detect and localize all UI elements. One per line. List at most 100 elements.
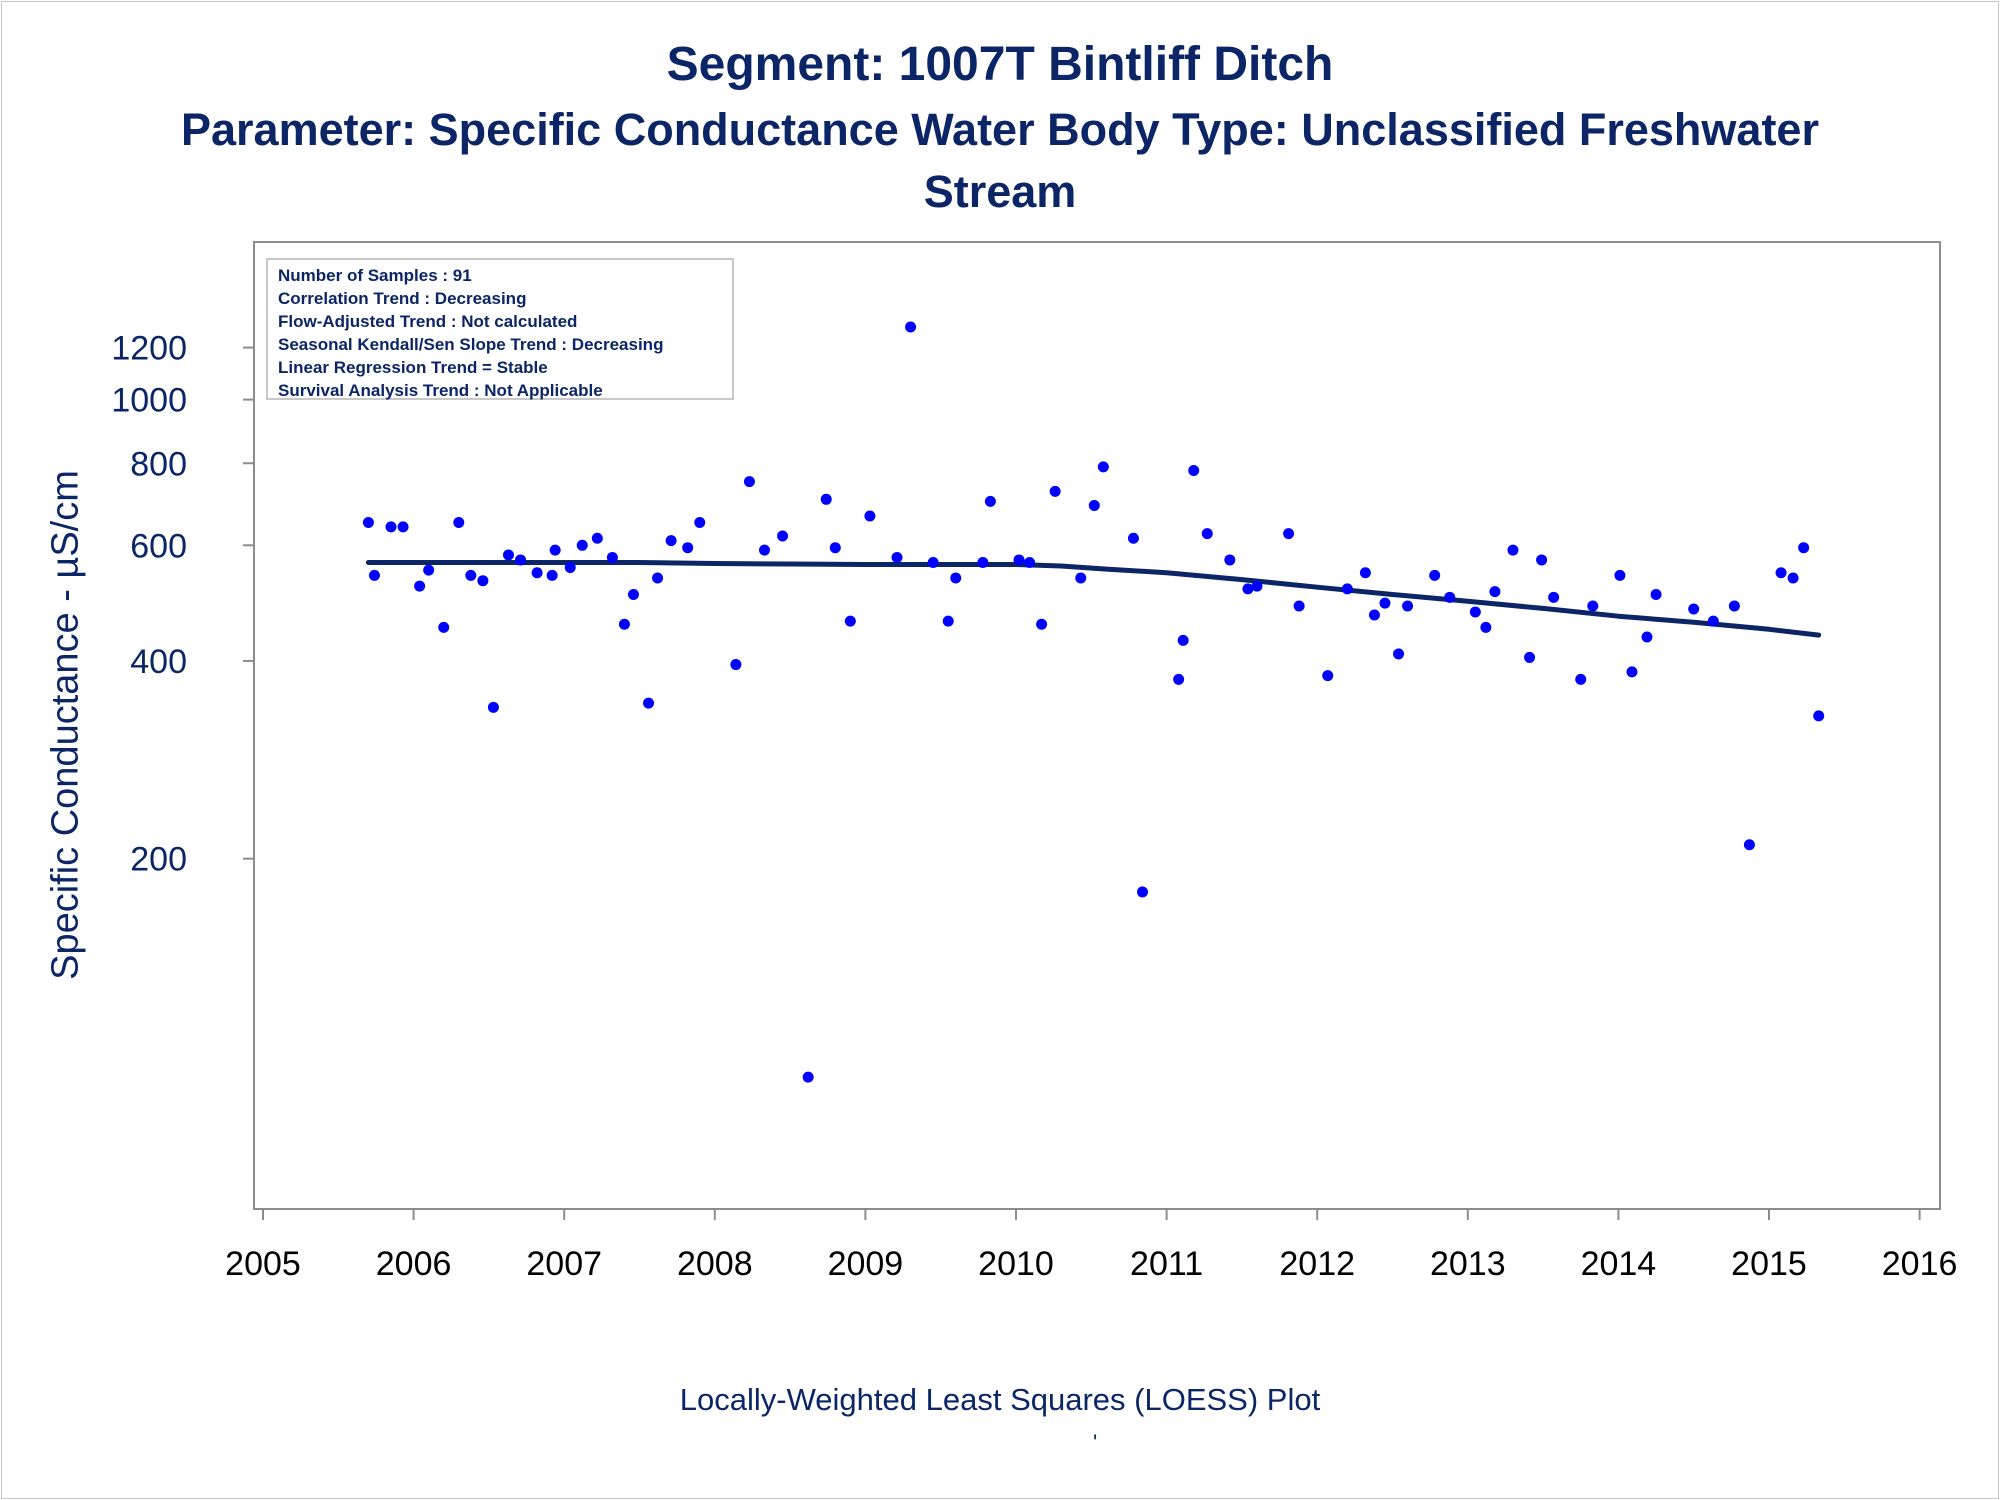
data-point (1049, 485, 1061, 497)
data-point (1775, 567, 1787, 579)
data-point (1524, 651, 1536, 663)
legend-line-flow-adjusted: Flow-Adjusted Trend : Not calculated (278, 312, 578, 331)
y-axis-label: Specific Conductance - µS/cm (44, 470, 87, 980)
legend-line-seasonal-kendall: Seasonal Kendall/Sen Slope Trend : Decre… (278, 335, 664, 354)
data-point (1088, 499, 1100, 511)
loess-trend-line (365, 560, 1822, 638)
y-tick-label: 1000 (111, 382, 187, 420)
legend-line-samples: Number of Samples : 91 (278, 266, 472, 285)
data-point (682, 542, 694, 554)
plot-border (253, 241, 1941, 1210)
data-point (1024, 556, 1036, 568)
data-point (576, 539, 588, 551)
data-point (1641, 631, 1653, 643)
data-point (1575, 673, 1587, 685)
y-tick-label: 800 (130, 445, 187, 483)
data-point (829, 542, 841, 554)
data-point (1379, 597, 1391, 609)
data-point (1013, 554, 1025, 566)
data-point (368, 569, 380, 581)
data-point (891, 551, 903, 563)
data-point (977, 556, 989, 568)
data-point (1548, 591, 1560, 603)
data-point (1224, 554, 1236, 566)
data-point (606, 551, 618, 563)
data-point (487, 701, 499, 713)
data-point (1341, 583, 1353, 595)
data-point (743, 476, 755, 488)
data-point (1293, 600, 1305, 612)
data-point (549, 544, 561, 556)
x-tick-label: 2007 (526, 1245, 602, 1283)
data-point (694, 516, 706, 528)
data-point (414, 580, 426, 592)
data-point (627, 588, 639, 600)
data-point (730, 659, 742, 671)
stats-legend: Number of Samples : 91 Correlation Trend… (266, 258, 734, 400)
y-tick-label: 400 (130, 643, 187, 681)
data-point (1444, 591, 1456, 603)
data-point (438, 621, 450, 633)
data-point (1707, 615, 1719, 627)
data-point (1368, 609, 1380, 621)
data-point (820, 493, 832, 505)
data-point (1798, 542, 1810, 554)
data-point (864, 510, 876, 522)
data-point (1359, 567, 1371, 579)
x-tick-label: 2008 (677, 1245, 753, 1283)
data-point (531, 567, 543, 579)
data-point (1429, 569, 1441, 581)
chart-subtitle: Parameter: Specific Conductance Water Bo… (181, 104, 1819, 155)
x-tick-label: 2009 (828, 1245, 904, 1283)
data-point (1813, 710, 1825, 722)
legend-line-linear-regression: Linear Regression Trend = Stable (278, 358, 548, 377)
x-tick-label: 2016 (1882, 1245, 1958, 1283)
data-point (905, 321, 917, 333)
data-point (802, 1071, 814, 1083)
data-point (465, 569, 477, 581)
data-point (1614, 569, 1626, 581)
data-point (1036, 618, 1048, 630)
x-tick-label: 2006 (376, 1245, 452, 1283)
data-point (1536, 554, 1548, 566)
data-point (1322, 670, 1334, 682)
y-tick-label: 200 (130, 841, 187, 879)
data-point (1127, 532, 1139, 544)
chart-subtitle-continued: Stream (923, 166, 1077, 217)
x-tick-label: 2010 (978, 1245, 1054, 1283)
data-point (1626, 666, 1638, 678)
legend-line-correlation: Correlation Trend : Decreasing (278, 289, 527, 308)
data-point (453, 516, 465, 528)
data-point (1469, 606, 1481, 618)
data-point (758, 544, 770, 556)
data-point (1242, 583, 1254, 595)
data-point (564, 562, 576, 574)
x-tick-label: 2005 (225, 1245, 301, 1283)
data-point (1480, 621, 1492, 633)
data-point (1393, 648, 1405, 660)
data-point (1728, 600, 1740, 612)
data-point (777, 530, 789, 542)
data-point (950, 572, 962, 584)
legend-line-survival: Survival Analysis Trend : Not Applicable (278, 381, 603, 400)
data-point (643, 697, 655, 709)
y-tick-label: 600 (130, 527, 187, 565)
data-point (1173, 673, 1185, 685)
x-tick-label: 2014 (1581, 1245, 1657, 1283)
data-point (1489, 586, 1501, 598)
data-point (1787, 572, 1799, 584)
data-point (1201, 528, 1213, 540)
y-tick-label: 1200 (111, 330, 187, 368)
x-tick-label: 2012 (1279, 1245, 1355, 1283)
footnote-mark: ' (1093, 1430, 1098, 1455)
x-tick-label: 2013 (1430, 1245, 1506, 1283)
data-point (652, 572, 664, 584)
data-point (591, 532, 603, 544)
data-point (515, 554, 527, 566)
data-point (1587, 600, 1599, 612)
data-point (1177, 634, 1189, 646)
data-point (927, 556, 939, 568)
x-tick-label: 2015 (1731, 1245, 1807, 1283)
data-point (1283, 528, 1295, 540)
